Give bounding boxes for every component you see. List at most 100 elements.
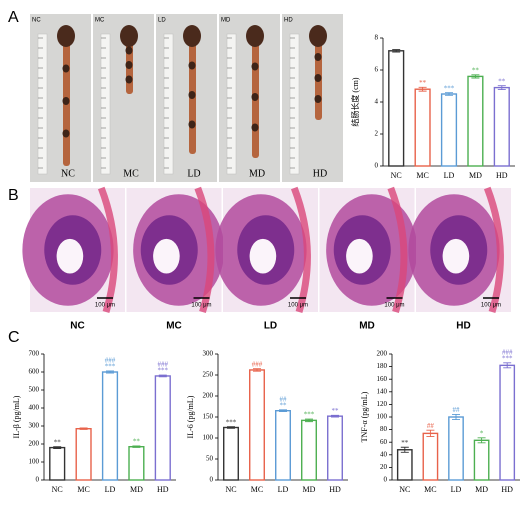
significance-label: ### xyxy=(158,361,169,369)
lumen xyxy=(249,238,277,274)
feces xyxy=(314,53,322,61)
significance-label: ** xyxy=(332,407,340,415)
y-tick-label: 300 xyxy=(203,350,214,358)
bar xyxy=(493,86,510,167)
significance-label: ** xyxy=(472,66,480,74)
cecum xyxy=(309,25,327,47)
significance-label: ## xyxy=(280,395,288,403)
histology-label: MD xyxy=(359,321,375,332)
feces xyxy=(251,123,259,132)
x-tick-label: LD xyxy=(444,171,455,180)
x-tick-label: MD xyxy=(303,485,316,494)
x-tick-label: HD xyxy=(496,171,508,180)
photo-label: LD xyxy=(187,168,200,179)
significance-label: ** xyxy=(133,438,141,446)
cecum xyxy=(120,25,138,47)
photo-corner-label: MC xyxy=(95,18,105,24)
feces xyxy=(188,91,196,99)
x-tick-label: MD xyxy=(130,485,143,494)
histology-label: LD xyxy=(264,321,277,332)
significance-label: *** xyxy=(105,363,116,371)
x-tick-label: MC xyxy=(77,485,89,494)
x-tick-label: LD xyxy=(278,485,289,494)
error-bar xyxy=(158,374,167,378)
bar xyxy=(128,446,145,481)
ruler xyxy=(37,33,48,175)
lumen xyxy=(153,238,180,274)
y-tick-label: 250 xyxy=(203,371,214,379)
feces xyxy=(188,120,196,129)
y-tick-label: 160 xyxy=(377,375,388,383)
panel-label: C xyxy=(8,329,20,346)
lumen xyxy=(346,238,373,274)
scale-bar-label: 100 μm xyxy=(481,303,501,309)
y-tick-label: 400 xyxy=(29,404,40,412)
histology-label: MC xyxy=(166,321,182,332)
significance-label: ### xyxy=(502,348,513,356)
y-tick-label: 100 xyxy=(29,458,40,466)
ruler xyxy=(289,33,300,175)
x-tick-label: NC xyxy=(225,485,236,494)
significance-label: *** xyxy=(502,354,513,362)
error-bar xyxy=(418,86,427,92)
error-bar xyxy=(279,409,287,412)
photo-label: HD xyxy=(313,168,327,179)
error-bar xyxy=(392,49,401,53)
bar xyxy=(388,50,405,167)
photo-corner-label: LD xyxy=(158,18,166,24)
x-tick-label: NC xyxy=(391,171,402,180)
x-tick-label: HD xyxy=(329,485,341,494)
x-tick-label: LD xyxy=(105,485,116,494)
y-tick-label: 40 xyxy=(380,450,388,458)
feces xyxy=(314,95,322,103)
x-tick-label: MD xyxy=(475,485,488,494)
bar xyxy=(275,410,291,481)
y-axis-label: IL-β (pg/mL) xyxy=(12,395,21,438)
error-bar xyxy=(445,92,453,96)
x-tick-label: NC xyxy=(52,485,63,494)
bar xyxy=(327,415,343,481)
bar xyxy=(473,439,490,481)
bar xyxy=(467,75,484,167)
significance-label: ## xyxy=(453,406,461,414)
bar xyxy=(75,428,92,481)
significance-label: ** xyxy=(401,439,409,447)
scale-bar-label: 100 μm xyxy=(191,303,211,309)
significance-label: *** xyxy=(444,84,455,92)
error-bar xyxy=(132,445,141,448)
y-tick-label: 500 xyxy=(29,386,40,394)
error-bar xyxy=(106,370,114,374)
feces xyxy=(62,97,70,105)
significance-label: ## xyxy=(427,422,435,430)
error-bar xyxy=(503,362,512,369)
y-tick-label: 6 xyxy=(375,66,379,74)
panel-label: A xyxy=(8,9,19,26)
y-tick-label: 0 xyxy=(210,476,214,484)
y-tick-label: 100 xyxy=(203,434,214,442)
y-axis-label: 结肠长度 (cm) xyxy=(350,77,360,126)
scale-bar-label: 100 μm xyxy=(288,303,308,309)
y-tick-label: 140 xyxy=(377,387,388,395)
significance-label: * xyxy=(480,429,484,437)
y-tick-label: 0 xyxy=(384,476,388,484)
y-tick-label: 600 xyxy=(29,368,40,376)
scale-bar-label: 100 μm xyxy=(384,303,404,309)
bar xyxy=(396,449,413,481)
feces xyxy=(125,46,133,55)
cecum xyxy=(246,25,264,47)
panel-label: B xyxy=(8,187,19,204)
bar xyxy=(101,371,119,481)
feces xyxy=(62,64,70,73)
feces xyxy=(251,93,259,101)
significance-label: *** xyxy=(158,367,169,375)
y-tick-label: 100 xyxy=(377,413,388,421)
y-tick-label: 120 xyxy=(377,400,388,408)
feces xyxy=(314,74,322,82)
error-bar xyxy=(79,427,88,430)
ruler xyxy=(226,33,237,175)
cecum xyxy=(183,25,201,47)
y-tick-label: 20 xyxy=(380,463,388,471)
x-tick-label: LD xyxy=(451,485,462,494)
x-tick-label: MC xyxy=(424,485,436,494)
scale-bar-label: 100 μm xyxy=(95,303,115,309)
